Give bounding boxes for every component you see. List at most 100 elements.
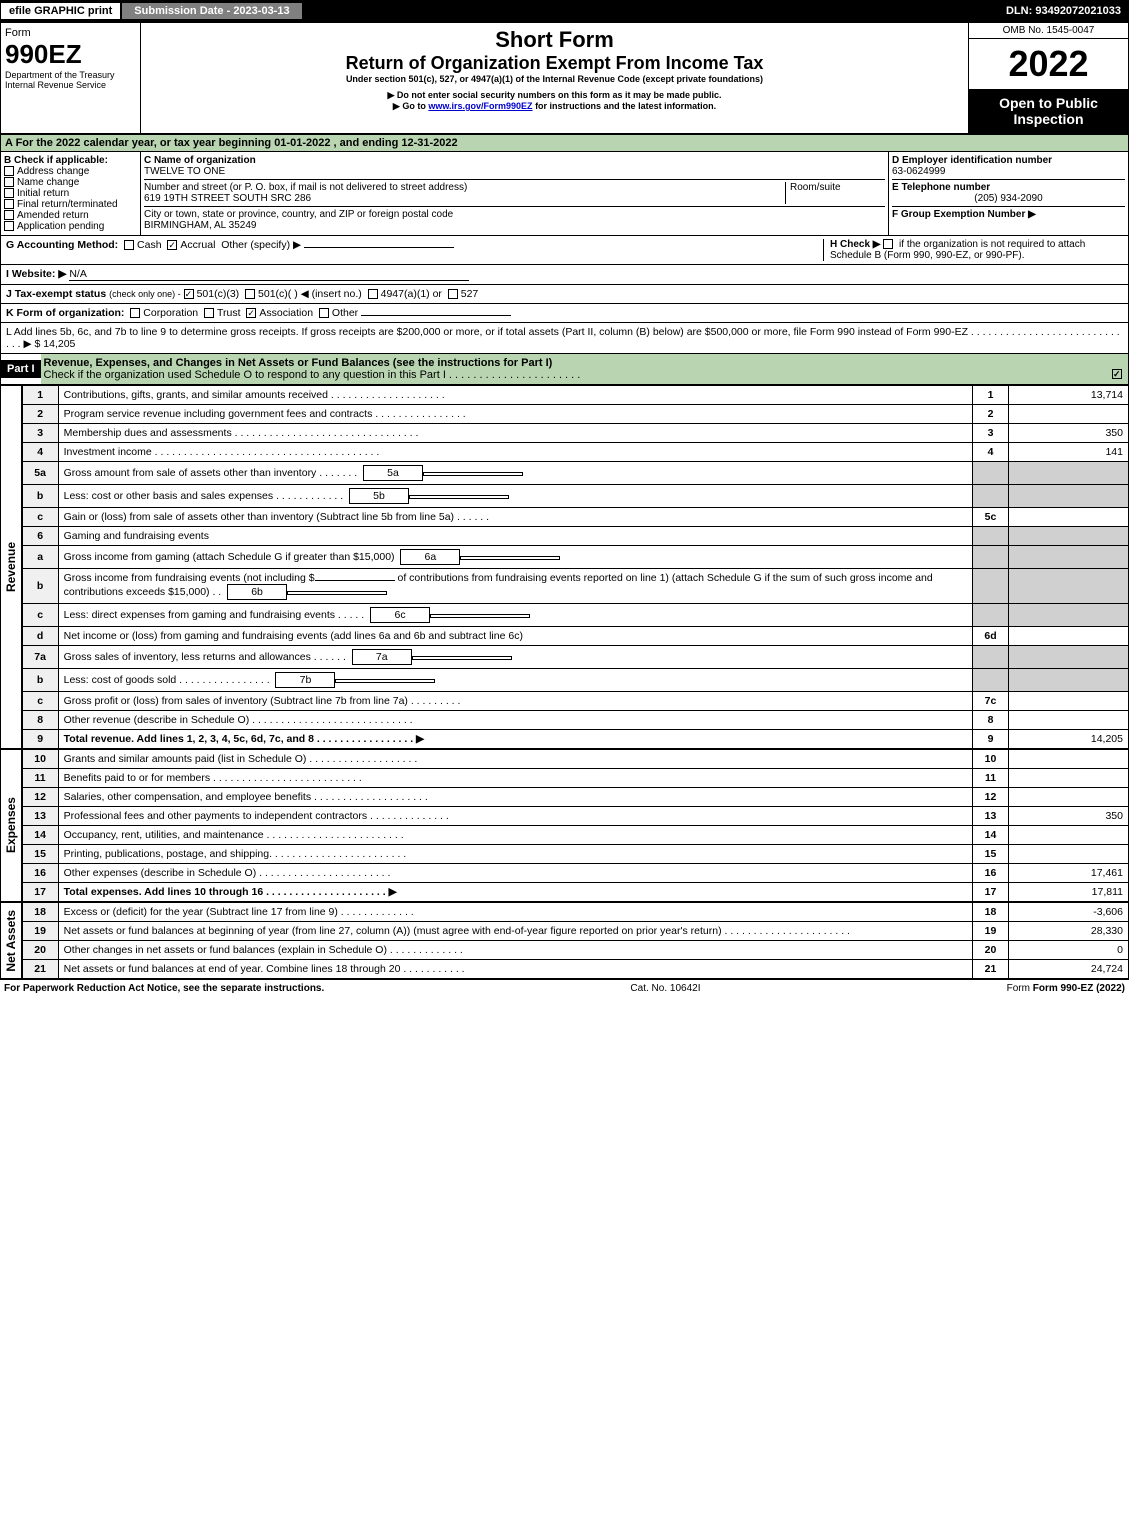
l7a-n: 7a: [22, 646, 58, 669]
chk-other-org[interactable]: [319, 308, 329, 318]
section-gh: G Accounting Method: Cash Accrual Other …: [0, 236, 1129, 265]
revenue-table: 1Contributions, gifts, grants, and simil…: [22, 385, 1129, 749]
l21-t: Net assets or fund balances at end of ye…: [58, 960, 972, 979]
l17-a: 17,811: [1009, 883, 1129, 902]
l21-n: 21: [22, 960, 58, 979]
irs-link[interactable]: www.irs.gov/Form990EZ: [428, 101, 532, 111]
form-word: Form: [5, 27, 136, 39]
l5c-a: [1009, 508, 1129, 527]
l3-a: 350: [1009, 424, 1129, 443]
l20-n: 20: [22, 941, 58, 960]
g-other: Other (specify) ▶: [221, 239, 301, 251]
k-label: K Form of organization:: [6, 307, 124, 319]
l5b-boxv: [409, 495, 509, 499]
l6-r: [973, 527, 1009, 546]
chk-4947[interactable]: [368, 289, 378, 299]
section-j: J Tax-exempt status (check only one) - 5…: [0, 285, 1129, 304]
l9-n: 9: [22, 730, 58, 749]
line-18: 18Excess or (deficit) for the year (Subt…: [22, 903, 1128, 922]
l6b-t: Gross income from fundraising events (no…: [58, 569, 972, 604]
l21-r: 21: [973, 960, 1009, 979]
i-label: I Website: ▶: [6, 268, 66, 280]
b-label: B Check if applicable:: [4, 155, 137, 166]
phone-value: (205) 934-2090: [892, 193, 1125, 204]
l4-n: 4: [22, 443, 58, 462]
line-5c: cGain or (loss) from sale of assets othe…: [22, 508, 1128, 527]
efile-print-button[interactable]: efile GRAPHIC print: [0, 2, 121, 20]
short-form-title: Short Form: [145, 27, 964, 53]
chk-cash[interactable]: [124, 240, 134, 250]
g-label: G Accounting Method:: [6, 239, 118, 251]
chk-trust[interactable]: [204, 308, 214, 318]
topbar: efile GRAPHIC print Submission Date - 20…: [0, 0, 1129, 22]
l3-r: 3: [973, 424, 1009, 443]
g-other-line[interactable]: [304, 247, 454, 248]
l6c-a: [1009, 604, 1129, 627]
j-o3: 4947(a)(1) or: [381, 288, 442, 300]
line-7c: cGross profit or (loss) from sales of in…: [22, 692, 1128, 711]
l12-n: 12: [22, 788, 58, 807]
footer-mid: Cat. No. 10642I: [630, 983, 700, 994]
g-accrual: Accrual: [180, 239, 215, 251]
c-street-label: Number and street (or P. O. box, if mail…: [144, 182, 467, 193]
chk-name-change[interactable]: Name change: [4, 177, 137, 188]
l7c-a: [1009, 692, 1129, 711]
line-20: 20Other changes in net assets or fund ba…: [22, 941, 1128, 960]
k-other-line[interactable]: [361, 315, 511, 316]
line-19: 19Net assets or fund balances at beginni…: [22, 922, 1128, 941]
l5b-t: Less: cost or other basis and sales expe…: [58, 485, 972, 508]
l1-n: 1: [22, 386, 58, 405]
chk-h[interactable]: [883, 239, 893, 249]
l4-r: 4: [973, 443, 1009, 462]
part1-check-text: Check if the organization used Schedule …: [44, 369, 581, 381]
section-h: H Check ▶ if the organization is not req…: [823, 239, 1123, 261]
line-5a: 5aGross amount from sale of assets other…: [22, 462, 1128, 485]
chk-initial-return[interactable]: Initial return: [4, 188, 137, 199]
section-k: K Form of organization: Corporation Trus…: [0, 304, 1129, 323]
line-21: 21Net assets or fund balances at end of …: [22, 960, 1128, 979]
line-6a: aGross income from gaming (attach Schedu…: [22, 546, 1128, 569]
note2-post: for instructions and the latest informat…: [535, 101, 716, 111]
l5b-r: [973, 485, 1009, 508]
chk-accrual[interactable]: [167, 240, 177, 250]
l5a-boxv: [423, 472, 523, 476]
chk-address-change[interactable]: Address change: [4, 166, 137, 177]
l6b-r: [973, 569, 1009, 604]
k-o2: Trust: [217, 307, 241, 319]
l6b-t1: Gross income from fundraising events (no…: [64, 572, 315, 584]
l18-n: 18: [22, 903, 58, 922]
chk-assoc[interactable]: [246, 308, 256, 318]
b-opt-2: Initial return: [17, 188, 69, 199]
room-label: Room/suite: [790, 182, 841, 193]
l6b-blank[interactable]: [315, 580, 395, 581]
chk-amended-return[interactable]: Amended return: [4, 210, 137, 221]
l4-a: 141: [1009, 443, 1129, 462]
irs-label: Internal Revenue Service: [5, 80, 136, 90]
org-city: BIRMINGHAM, AL 35249: [144, 220, 256, 231]
chk-application-pending[interactable]: Application pending: [4, 221, 137, 232]
ein-value: 63-0624999: [892, 166, 945, 177]
line-7b: bLess: cost of goods sold . . . . . . . …: [22, 669, 1128, 692]
chk-501c[interactable]: [245, 289, 255, 299]
line-1: 1Contributions, gifts, grants, and simil…: [22, 386, 1128, 405]
l14-a: [1009, 826, 1129, 845]
chk-part1-sched-o[interactable]: [1112, 369, 1122, 379]
chk-527[interactable]: [448, 289, 458, 299]
k-o3: Association: [259, 307, 313, 319]
l1-t: Contributions, gifts, grants, and simila…: [58, 386, 972, 405]
l17-txt: Total expenses. Add lines 10 through 16 …: [64, 886, 397, 898]
subtitle: Under section 501(c), 527, or 4947(a)(1)…: [145, 74, 964, 84]
l7a-boxv: [412, 656, 512, 660]
chk-final-return[interactable]: Final return/terminated: [4, 199, 137, 210]
netassets-vlabel: Net Assets: [4, 910, 18, 972]
chk-corp[interactable]: [130, 308, 140, 318]
return-title: Return of Organization Exempt From Incom…: [145, 53, 964, 74]
l7c-n: c: [22, 692, 58, 711]
l20-a: 0: [1009, 941, 1129, 960]
chk-501c3[interactable]: [184, 289, 194, 299]
l13-a: 350: [1009, 807, 1129, 826]
part1-title: Revenue, Expenses, and Changes in Net As…: [44, 357, 553, 369]
l2-t: Program service revenue including govern…: [58, 405, 972, 424]
l6c-boxv: [430, 614, 530, 618]
k-o4: Other: [332, 307, 358, 319]
